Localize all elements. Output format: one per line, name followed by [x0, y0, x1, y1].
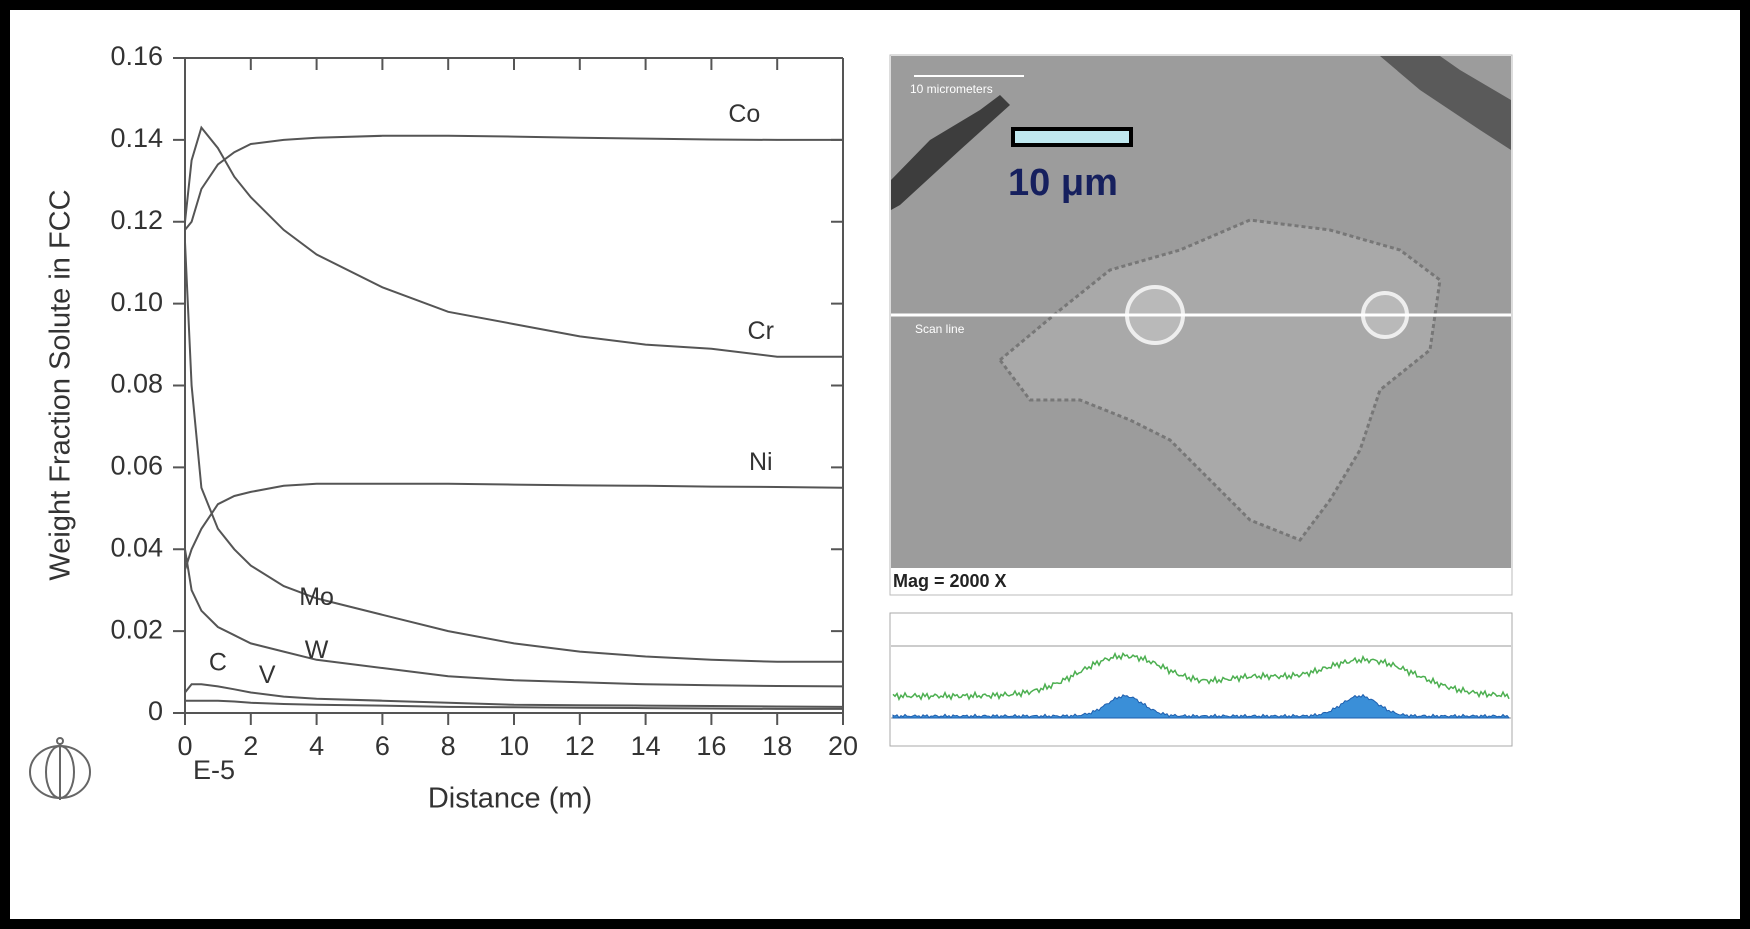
magnification: Mag = 2000 X — [893, 571, 1007, 591]
x-tick-label: 4 — [309, 731, 324, 761]
y-tick-label: 0 — [148, 696, 163, 726]
scale-bar — [1011, 127, 1133, 147]
series-line — [185, 699, 843, 710]
spectrum-trace — [892, 693, 1510, 719]
series-label: Co — [728, 100, 760, 128]
series-line — [184, 134, 843, 231]
series-line — [184, 482, 844, 571]
series-line — [184, 549, 844, 688]
y-tick-label: 0.16 — [110, 41, 163, 71]
series-label: V — [259, 661, 276, 689]
sem-feature — [891, 95, 1010, 210]
y-tick-label: 0.08 — [110, 369, 163, 399]
series-label: C — [209, 648, 227, 676]
y-tick-label: 0.06 — [110, 451, 163, 481]
series-label: Ni — [749, 448, 773, 476]
sem-particle — [997, 218, 1442, 542]
x-tick-label: 16 — [696, 731, 726, 761]
y-tick-label: 0.12 — [110, 205, 163, 235]
scale-bar-label: 10 micrometers — [910, 82, 993, 96]
series-line — [184, 683, 844, 708]
chart: Distance (m) Weight Fraction Solute in F… — [45, 41, 858, 815]
scale-label: 10 μm — [1008, 162, 1118, 204]
x-tick-label: 18 — [762, 731, 792, 761]
x-tick-label: 8 — [441, 731, 456, 761]
spectrum-panel — [889, 612, 1513, 747]
y-tick-label: 0.04 — [110, 532, 163, 562]
series-label: Cr — [748, 317, 774, 345]
x-tick-label: 0 — [177, 731, 192, 761]
series-line — [184, 125, 843, 358]
sem-feature — [1380, 56, 1511, 150]
scan-line-label: Scan line — [915, 322, 965, 336]
x-tick-label: 6 — [375, 731, 390, 761]
series-label: W — [305, 636, 329, 664]
series-line — [184, 242, 843, 663]
x-tick-label: 12 — [565, 731, 595, 761]
x-tick-label: 10 — [499, 731, 529, 761]
x-multiplier: E-5 — [193, 755, 235, 785]
x-tick-label: 14 — [631, 731, 661, 761]
y-tick-label: 0.14 — [110, 123, 163, 153]
y-tick-label: 0.02 — [110, 614, 163, 644]
x-tick-label: 2 — [243, 731, 258, 761]
y-axis-label: Weight Fraction Solute in FCC — [45, 189, 77, 580]
logo — [29, 737, 91, 800]
x-axis-label: Distance (m) — [428, 783, 592, 815]
y-tick-label: 0.10 — [110, 287, 163, 317]
sem-image: 10 micrometers 10 μm Scan line Mag = 200… — [889, 54, 1513, 596]
x-tick-label: 20 — [828, 731, 858, 761]
series-label: Mo — [299, 583, 334, 611]
spectrum-trace — [892, 651, 1510, 702]
